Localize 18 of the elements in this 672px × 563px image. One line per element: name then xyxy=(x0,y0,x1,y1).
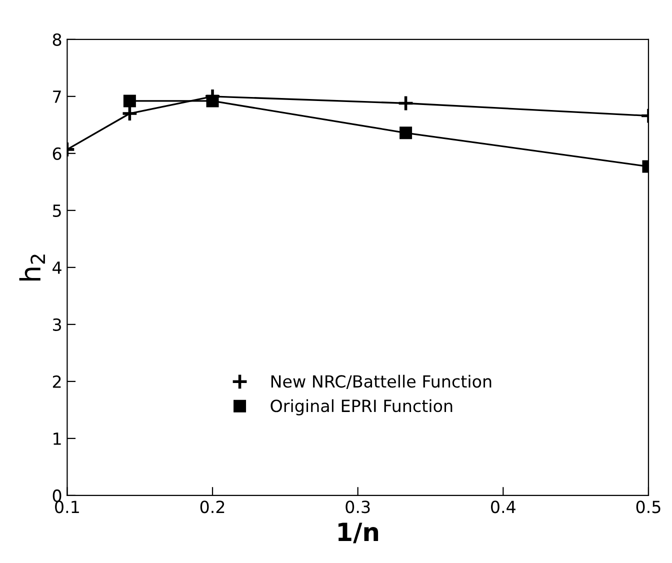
legend-label: Original EPRI Function xyxy=(270,399,452,416)
x-tick-label: 0.3 xyxy=(346,500,370,514)
x-tick-label: 0.4 xyxy=(491,500,516,514)
y-tick-label: 1 xyxy=(54,432,61,445)
y-tick-label: 3 xyxy=(53,318,62,331)
y-axis-title: h$_{2}$ xyxy=(19,254,45,280)
y-tick-label: 6 xyxy=(52,147,62,160)
legend-label: New NRC/Battelle Function xyxy=(271,374,492,390)
x-tick-label: 0.1 xyxy=(55,500,79,514)
y-tick-label: 4 xyxy=(52,262,62,274)
y-tick-label: 7 xyxy=(53,90,61,103)
y-tick-label: 8 xyxy=(52,33,62,46)
y-tick-label: 5 xyxy=(53,204,61,217)
x-tick-label: 0.2 xyxy=(200,500,224,514)
y-tick-label: 0 xyxy=(52,489,62,502)
x-tick-label: 0.5 xyxy=(636,500,660,514)
x-axis-title: 1/n xyxy=(338,522,378,544)
y-tick-label: 2 xyxy=(52,375,61,388)
